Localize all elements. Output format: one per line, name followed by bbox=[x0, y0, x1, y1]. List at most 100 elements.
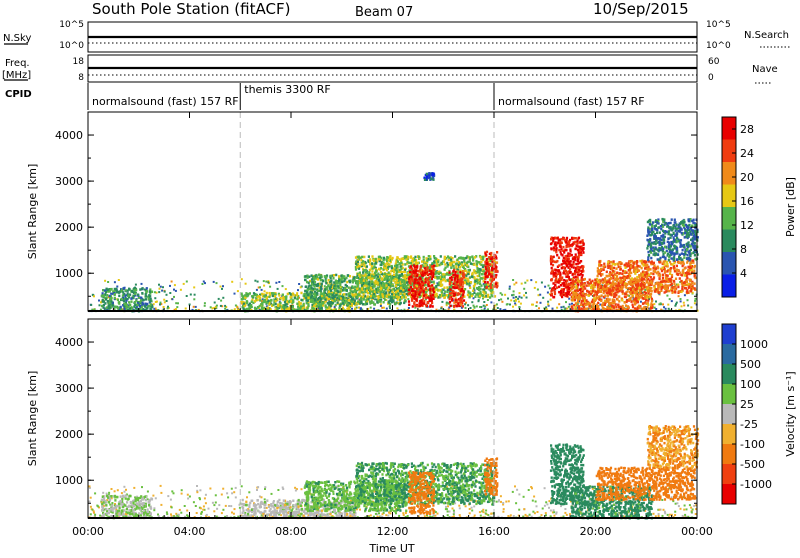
echo-cell bbox=[607, 298, 609, 301]
echo-cell bbox=[218, 298, 220, 300]
echo-cell bbox=[367, 286, 369, 289]
echo-cell bbox=[373, 285, 375, 288]
echo-cell bbox=[417, 282, 419, 285]
echo-cell bbox=[266, 292, 268, 295]
echo-cell bbox=[671, 300, 673, 302]
echo-cell bbox=[551, 293, 553, 296]
echo-cell bbox=[536, 301, 538, 303]
echo-cell bbox=[430, 297, 432, 300]
echo-cell bbox=[282, 306, 284, 309]
echo-cell bbox=[380, 257, 382, 260]
echo-cell bbox=[473, 269, 475, 272]
echo-cell bbox=[491, 267, 493, 270]
echo-cell bbox=[390, 276, 392, 279]
echo-cell bbox=[135, 299, 137, 302]
echo-cell bbox=[389, 255, 391, 258]
echo-cell bbox=[551, 267, 553, 270]
echo-cell bbox=[578, 256, 580, 259]
echo-cell bbox=[518, 301, 520, 303]
echo-cell bbox=[109, 302, 111, 305]
echo-cell bbox=[400, 287, 402, 290]
echo-cell bbox=[474, 283, 476, 286]
echo-cell bbox=[690, 306, 692, 308]
echo-cell bbox=[164, 291, 166, 293]
echo-cell bbox=[561, 263, 563, 266]
echo-cell bbox=[146, 290, 148, 293]
echo-cell bbox=[501, 294, 503, 296]
echo-cell bbox=[160, 302, 162, 304]
echo-cell bbox=[662, 303, 664, 305]
echo-cell bbox=[587, 302, 589, 305]
echo-cell bbox=[386, 308, 388, 310]
echo-cell bbox=[583, 243, 585, 246]
echo-cell bbox=[481, 277, 483, 280]
echo-cell bbox=[329, 281, 331, 284]
echo-cell bbox=[351, 300, 353, 303]
echo-cell bbox=[442, 294, 444, 297]
echo-cell bbox=[476, 287, 478, 290]
echo-cell bbox=[496, 251, 498, 254]
echo-cell bbox=[561, 267, 563, 270]
echo-cell bbox=[358, 274, 360, 277]
echo-cell bbox=[190, 294, 192, 296]
echo-cell bbox=[465, 307, 467, 309]
echo-cell bbox=[120, 306, 122, 309]
echo-cell bbox=[487, 295, 489, 298]
echo-cell bbox=[437, 260, 439, 263]
echo-cell bbox=[101, 295, 103, 298]
echo-cell bbox=[345, 284, 347, 287]
echo-cell bbox=[305, 295, 307, 298]
echo-cell bbox=[308, 297, 310, 300]
echo-cell bbox=[650, 304, 652, 307]
echo-cell bbox=[378, 256, 380, 259]
echo-cell bbox=[321, 283, 323, 286]
echo-cell bbox=[224, 305, 226, 307]
echo-cell bbox=[565, 241, 567, 244]
echo-cell bbox=[261, 293, 263, 296]
echo-cell bbox=[486, 258, 488, 261]
echo-cell bbox=[566, 265, 568, 268]
echo-cell bbox=[539, 294, 541, 296]
echo-cell bbox=[154, 297, 156, 299]
echo-cell bbox=[410, 265, 412, 268]
echo-cell bbox=[123, 300, 125, 303]
echo-cell bbox=[501, 301, 503, 303]
echo-cell bbox=[575, 237, 577, 240]
echo-cell bbox=[684, 294, 686, 296]
echo-cell bbox=[171, 281, 173, 283]
echo-cell bbox=[484, 278, 486, 281]
echo-cell bbox=[259, 297, 261, 300]
echo-cell bbox=[311, 283, 313, 286]
echo-cell bbox=[556, 247, 558, 250]
echo-cell bbox=[469, 287, 471, 290]
echo-cell bbox=[666, 295, 668, 297]
echo-cell bbox=[526, 297, 528, 299]
echo-cell bbox=[368, 276, 370, 279]
echo-cell bbox=[548, 285, 550, 287]
echo-cell bbox=[405, 258, 407, 261]
echo-cell bbox=[462, 285, 464, 288]
echo-cell bbox=[362, 271, 364, 274]
echo-cell bbox=[268, 296, 270, 299]
echo-cell bbox=[472, 259, 474, 262]
echo-cell bbox=[434, 276, 436, 279]
echo-cell bbox=[583, 247, 585, 250]
echo-cell bbox=[553, 249, 555, 252]
echo-cell bbox=[444, 268, 446, 271]
echo-cell bbox=[425, 281, 427, 284]
echo-cell bbox=[577, 245, 579, 248]
echo-cell bbox=[430, 273, 432, 276]
echo-cell bbox=[163, 306, 165, 308]
echo-cell bbox=[398, 296, 400, 299]
echo-cell bbox=[275, 303, 277, 306]
echo-cell bbox=[411, 299, 413, 302]
echo-cell bbox=[515, 300, 517, 302]
echo-cell bbox=[464, 303, 466, 305]
echo-cell bbox=[311, 278, 313, 281]
echo-cell bbox=[146, 307, 148, 310]
echo-cell bbox=[374, 295, 376, 298]
echo-cell bbox=[555, 244, 557, 247]
echo-cell bbox=[410, 255, 412, 258]
echo-cell bbox=[452, 270, 454, 273]
